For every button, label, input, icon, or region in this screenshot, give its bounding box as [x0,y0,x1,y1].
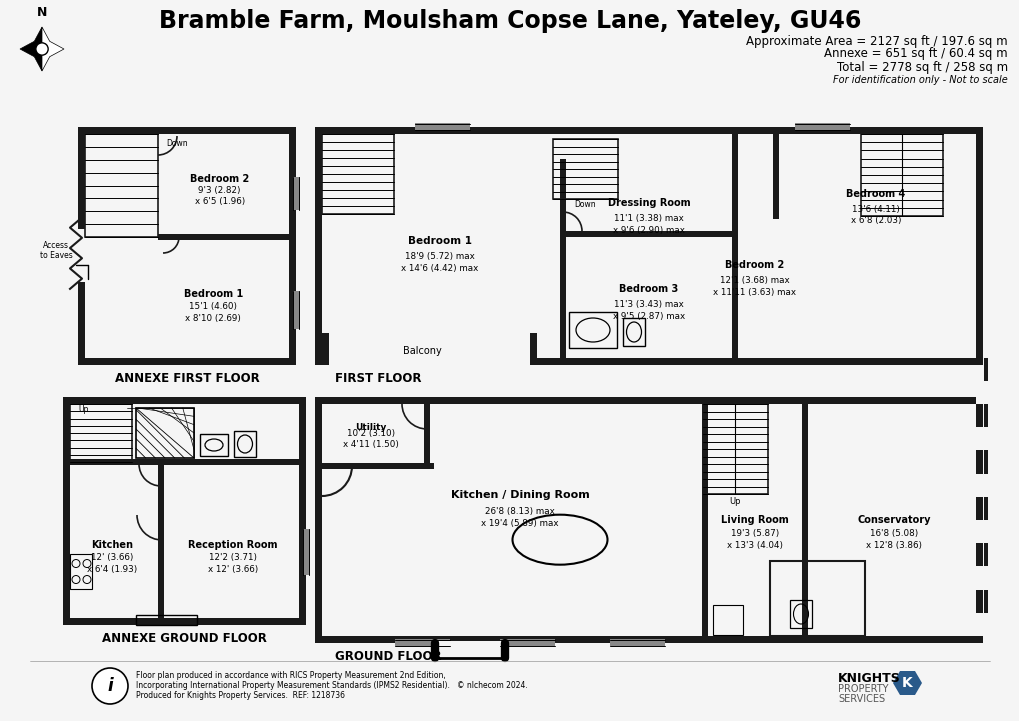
Bar [63,618,306,625]
Text: 9'3 (2.82)
x 6'5 (1.96): 9'3 (2.82) x 6'5 (1.96) [195,185,245,206]
Bar [315,127,322,365]
Text: KNIGHTS: KNIGHTS [838,673,900,686]
Text: K: K [901,676,911,690]
Bar [801,404,807,636]
Bar [77,229,87,282]
Bar [701,404,707,636]
Bar [794,123,849,130]
Bar [609,639,664,646]
Bar [70,404,131,462]
Bar [315,397,982,404]
Text: Utility: Utility [355,423,386,431]
Text: ANNEXE GROUND FLOOR: ANNEXE GROUND FLOOR [102,632,266,645]
Text: 13'6 (4.11)
x 6'8 (2.03): 13'6 (4.11) x 6'8 (2.03) [850,205,901,226]
Circle shape [36,43,48,56]
Bar [434,641,504,661]
Bar [77,358,296,365]
Bar [315,358,982,365]
Text: Produced for Knights Property Services.  REF: 1218736: Produced for Knights Property Services. … [136,691,344,701]
Text: FIRST FLOOR: FIRST FLOOR [334,373,421,386]
Bar [712,605,742,635]
Bar [322,333,329,365]
Circle shape [92,668,127,704]
Text: Conservatory: Conservatory [856,515,930,525]
Text: 11'3 (3.43) max
x 9'5 (2.87) max: 11'3 (3.43) max x 9'5 (2.87) max [612,300,685,321]
Bar [983,358,987,381]
Bar [975,127,982,365]
Bar [77,127,85,365]
Bar [158,462,164,618]
Bar [63,397,306,404]
Text: SERVICES: SERVICES [838,694,884,704]
Bar [983,451,987,474]
Text: Access
to Eaves: Access to Eaves [40,241,72,260]
Bar [315,127,982,134]
Bar [288,127,296,365]
Bar [732,134,738,358]
Text: Kitchen: Kitchen [91,540,132,550]
Text: 12' (3.66)
x 6'4 (1.93): 12' (3.66) x 6'4 (1.93) [87,553,137,574]
Bar [983,590,987,613]
Bar [562,231,735,237]
Polygon shape [20,27,42,71]
Text: ANNEXE FIRST FLOOR: ANNEXE FIRST FLOOR [114,373,259,386]
Text: Bedroom 3: Bedroom 3 [619,284,678,294]
Text: 15'1 (4.60)
x 8'10 (2.69): 15'1 (4.60) x 8'10 (2.69) [185,302,240,323]
Text: 10'2 (3.10)
x 4'11 (1.50): 10'2 (3.10) x 4'11 (1.50) [342,428,398,449]
Bar [63,397,70,625]
Bar [85,134,158,237]
Text: Down: Down [574,200,595,209]
Bar [136,615,197,625]
Bar [158,234,288,240]
Text: 16'8 (5.08)
x 12'8 (3.86): 16'8 (5.08) x 12'8 (3.86) [865,529,921,550]
Bar [322,134,393,214]
Bar [975,613,987,636]
Text: i: i [107,677,113,695]
Bar [315,636,982,643]
Bar [860,134,943,216]
Text: Up: Up [729,497,740,506]
Text: GROUND FLOOR: GROUND FLOOR [334,650,441,663]
Bar [975,474,987,497]
Text: Bedroom 1: Bedroom 1 [183,288,243,298]
Bar [424,404,430,466]
Bar [292,291,300,329]
Bar [975,567,987,590]
Bar [975,381,987,404]
Text: Approximate Area = 2127 sq ft / 197.6 sq m: Approximate Area = 2127 sq ft / 197.6 sq… [746,35,1007,48]
Bar [299,397,306,625]
Bar [975,428,987,451]
Bar [394,639,449,646]
Text: 12'1 (3.68) max
x 11'11 (3.63) max: 12'1 (3.68) max x 11'11 (3.63) max [713,276,796,297]
Bar [233,431,256,457]
Bar [315,397,322,643]
Bar [569,312,616,348]
Bar [200,434,228,456]
Bar [77,127,296,134]
Bar [292,177,300,211]
Bar [559,189,566,358]
Text: Kitchen / Dining Room: Kitchen / Dining Room [450,490,589,500]
Text: Reception Room: Reception Room [189,540,277,550]
Bar [702,404,767,494]
Bar [303,529,310,575]
Text: Total = 2778 sq ft / 258 sq m: Total = 2778 sq ft / 258 sq m [836,61,1007,74]
Text: Up: Up [77,405,89,414]
Text: Bramble Farm, Moulsham Copse Lane, Yateley, GU46: Bramble Farm, Moulsham Copse Lane, Yatel… [159,9,860,33]
Text: 12'2 (3.71)
x 12' (3.66): 12'2 (3.71) x 12' (3.66) [208,553,258,574]
Bar [499,639,554,646]
Bar [322,358,530,365]
Text: Living Room: Living Room [720,515,788,525]
Bar [559,159,566,189]
Polygon shape [42,27,64,71]
Polygon shape [892,671,921,695]
Text: PROPERTY: PROPERTY [838,684,888,694]
Bar [623,318,644,346]
Text: 18'9 (5.72) max
x 14'6 (4.42) max: 18'9 (5.72) max x 14'6 (4.42) max [401,252,478,273]
Text: Annexe = 651 sq ft / 60.4 sq m: Annexe = 651 sq ft / 60.4 sq m [823,48,1007,61]
Text: N: N [37,6,47,19]
Text: 26'8 (8.13) max
x 19'4 (5.89) max: 26'8 (8.13) max x 19'4 (5.89) max [481,507,558,528]
Bar [552,139,618,199]
Text: Dressing Room: Dressing Room [607,198,690,208]
Bar [70,459,299,465]
